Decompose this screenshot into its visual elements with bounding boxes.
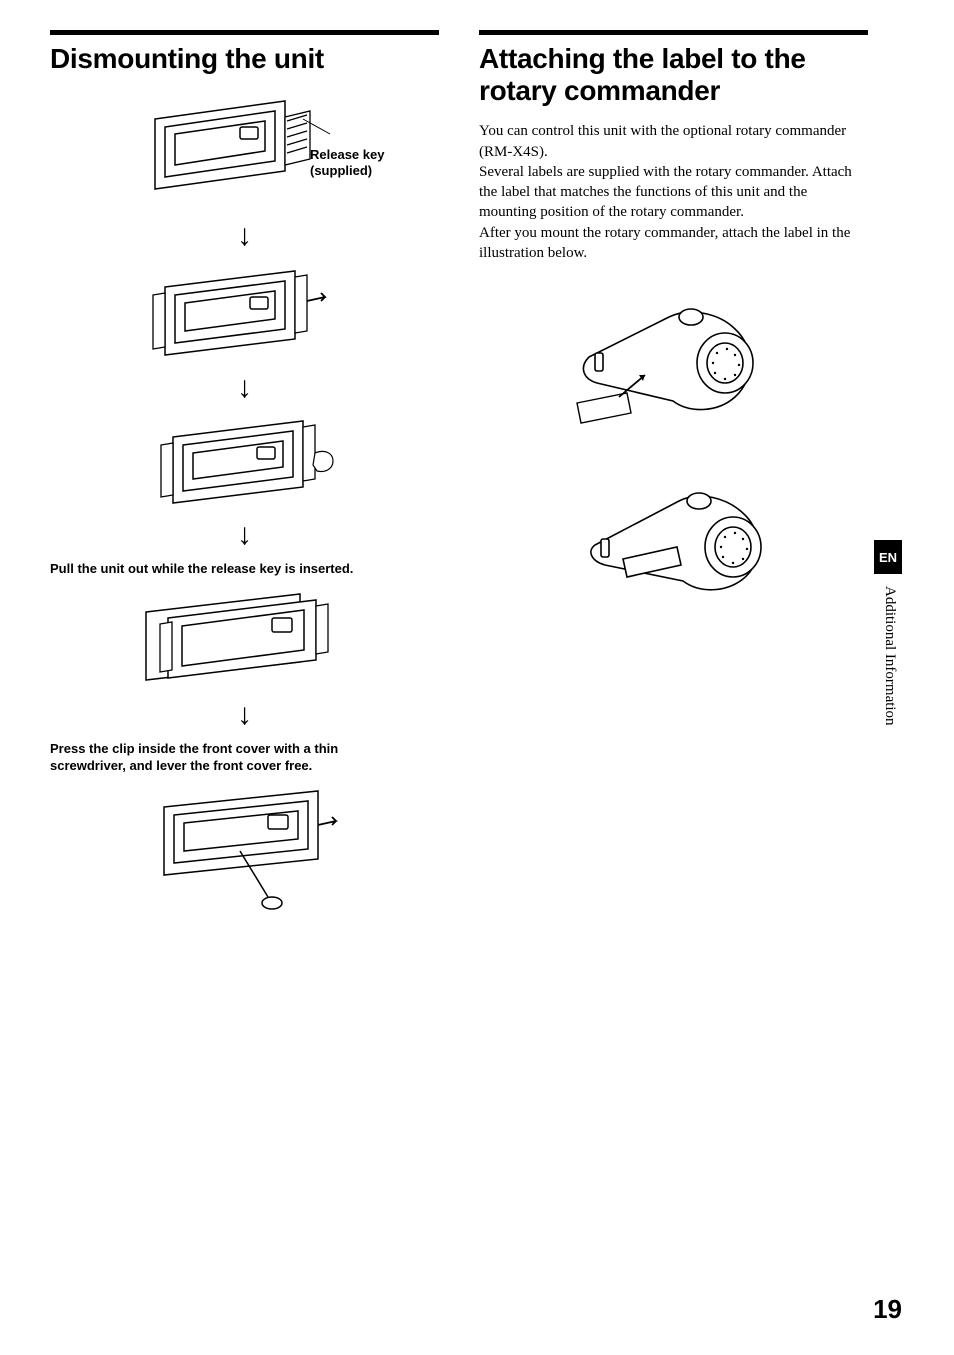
figure-3 bbox=[50, 413, 439, 518]
page: Dismounting the unit R bbox=[0, 0, 954, 945]
fig4-illustration bbox=[140, 588, 350, 698]
figure-5 bbox=[50, 785, 439, 915]
figure-4 bbox=[50, 588, 439, 698]
para-1: You can control this unit with the optio… bbox=[479, 121, 868, 162]
section-label: Additional Information bbox=[881, 586, 898, 726]
figure-2 bbox=[50, 261, 439, 371]
heading-dismounting: Dismounting the unit bbox=[50, 43, 439, 75]
release-key-label-2: (supplied) bbox=[310, 163, 410, 179]
figure-rotary-2 bbox=[479, 455, 868, 615]
right-column: Attaching the label to the rotary comman… bbox=[479, 30, 904, 915]
rule-right bbox=[479, 30, 868, 35]
rotary1-illustration bbox=[549, 287, 799, 447]
left-column: Dismounting the unit R bbox=[50, 30, 439, 915]
para-3: After you mount the rotary commander, at… bbox=[479, 223, 868, 264]
arrow-4: ↓ bbox=[50, 700, 439, 730]
release-key-caption: Release key (supplied) bbox=[310, 147, 410, 180]
heading-rotary: Attaching the label to the rotary comman… bbox=[479, 43, 868, 107]
instruction-1: Pull the unit out while the release key … bbox=[50, 560, 439, 578]
instruction-2: Press the clip inside the front cover wi… bbox=[50, 740, 439, 775]
rotary2-illustration bbox=[549, 455, 799, 615]
release-key-label-1: Release key bbox=[310, 147, 410, 163]
rule-left bbox=[50, 30, 439, 35]
page-number: 19 bbox=[873, 1294, 902, 1325]
instr2-line2: screwdriver, and lever the front cover f… bbox=[50, 757, 439, 775]
lang-tab: EN bbox=[874, 540, 902, 574]
instr2-line1: Press the clip inside the front cover wi… bbox=[50, 740, 439, 758]
fig3-illustration bbox=[145, 413, 345, 518]
arrow-3: ↓ bbox=[50, 520, 439, 550]
figure-rotary-1 bbox=[479, 287, 868, 447]
fig2-illustration bbox=[145, 261, 345, 371]
lang-tab-text: EN bbox=[879, 550, 897, 565]
arrow-1: ↓ bbox=[50, 221, 439, 251]
arrow-2: ↓ bbox=[50, 373, 439, 403]
para-2: Several labels are supplied with the rot… bbox=[479, 162, 868, 223]
fig5-illustration bbox=[140, 785, 350, 915]
figure-1: Release key (supplied) bbox=[50, 89, 439, 219]
